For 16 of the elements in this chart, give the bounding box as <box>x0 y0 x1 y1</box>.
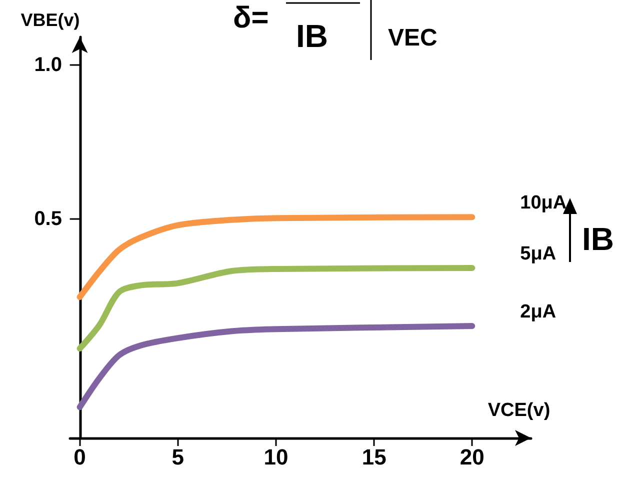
x-tick-label: 10 <box>264 444 288 470</box>
text: 5μA <box>520 244 556 265</box>
x-tick-label: 15 <box>362 444 386 470</box>
x-axis-title: VCE(v) <box>488 400 550 421</box>
y-tick-label: 0.5 <box>34 208 62 230</box>
annotation: VEC <box>388 24 438 52</box>
text: IB <box>582 221 614 257</box>
y-tick-label: 1.0 <box>34 54 62 76</box>
text: 2μA <box>520 302 556 323</box>
chart-title: δ= <box>233 2 269 34</box>
x-tick-label: 20 <box>460 444 484 470</box>
x-tick-label: 5 <box>172 444 184 470</box>
x-tick-label: 0 <box>74 444 86 470</box>
y-axis-title: VBE(v) <box>20 10 80 30</box>
text: 10μA <box>520 192 567 214</box>
annotation: IB <box>296 18 328 54</box>
